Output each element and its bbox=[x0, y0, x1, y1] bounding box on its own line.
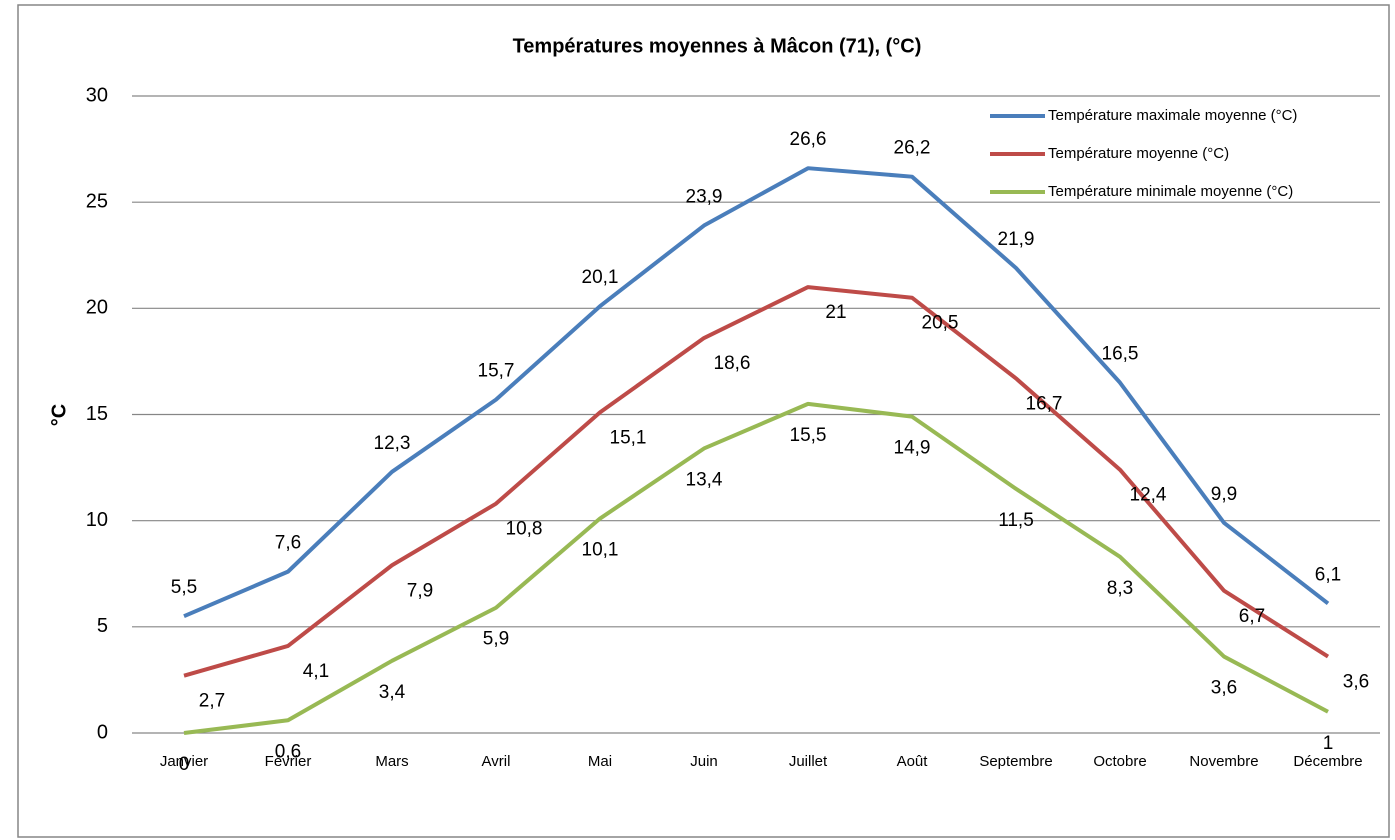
data-label: 15,5 bbox=[790, 425, 827, 446]
data-label: 26,2 bbox=[894, 138, 931, 159]
data-label: 15,1 bbox=[610, 427, 647, 448]
data-label: 3,6 bbox=[1343, 672, 1369, 693]
data-label: 16,5 bbox=[1102, 344, 1139, 365]
x-tick-label: Septembre bbox=[979, 753, 1052, 770]
data-label: 13,4 bbox=[686, 469, 723, 490]
data-label: 21 bbox=[825, 302, 846, 323]
data-label: 20,5 bbox=[922, 313, 959, 334]
x-tick-label: Juillet bbox=[789, 753, 828, 770]
data-label: 5,5 bbox=[171, 577, 197, 598]
x-tick-label: Mai bbox=[588, 753, 612, 770]
data-label: 5,9 bbox=[483, 629, 509, 650]
data-label: 21,9 bbox=[998, 229, 1035, 250]
data-label: 15,7 bbox=[478, 361, 515, 382]
x-tick-label: Novembre bbox=[1189, 753, 1258, 770]
data-label: 18,6 bbox=[714, 353, 751, 374]
data-label: 6,7 bbox=[1239, 606, 1265, 627]
data-label: 16,7 bbox=[1026, 393, 1063, 414]
data-label: 0,6 bbox=[275, 741, 301, 762]
data-label: 7,6 bbox=[275, 533, 301, 554]
legend-label: Température moyenne (°C) bbox=[1048, 145, 1229, 162]
y-axis-label: °C bbox=[48, 404, 70, 426]
y-tick-label: 20 bbox=[86, 297, 108, 319]
x-tick-label: Décembre bbox=[1293, 753, 1362, 770]
x-tick-label: Janvier bbox=[160, 753, 208, 770]
data-label: 8,3 bbox=[1107, 578, 1133, 599]
y-tick-label: 30 bbox=[86, 84, 108, 106]
data-label: 6,1 bbox=[1315, 564, 1341, 585]
data-label: 1 bbox=[1323, 733, 1334, 754]
data-label: 11,5 bbox=[998, 510, 1034, 531]
x-tick-label: Août bbox=[897, 753, 929, 770]
series-line bbox=[183, 401, 1329, 735]
y-tick-label: 5 bbox=[97, 615, 108, 637]
series-line bbox=[183, 166, 1330, 619]
x-tick-label: Mars bbox=[375, 753, 408, 770]
x-tick-label: Juin bbox=[690, 753, 718, 770]
data-label: 12,4 bbox=[1130, 485, 1167, 506]
chart-border bbox=[17, 4, 1390, 838]
legend-label: Température minimale moyenne (°C) bbox=[1048, 183, 1293, 200]
data-label: 7,9 bbox=[407, 580, 433, 601]
data-label: 3,6 bbox=[1211, 678, 1237, 699]
x-tick-label: Février bbox=[265, 753, 312, 770]
data-label: 12,3 bbox=[374, 433, 411, 454]
x-tick-label: Octobre bbox=[1093, 753, 1146, 770]
data-label: 20,1 bbox=[582, 267, 619, 288]
y-tick-label: 10 bbox=[86, 509, 108, 531]
y-tick-label: 15 bbox=[86, 403, 108, 425]
data-label: 10,1 bbox=[582, 540, 619, 561]
data-label: 9,9 bbox=[1211, 484, 1237, 505]
data-label: 26,6 bbox=[790, 129, 827, 150]
x-tick-label: Avril bbox=[482, 753, 511, 770]
data-label: 2,7 bbox=[199, 691, 225, 712]
series-line bbox=[183, 285, 1330, 678]
y-tick-label: 0 bbox=[97, 721, 108, 743]
data-label: 4,1 bbox=[303, 661, 329, 682]
data-label: 14,9 bbox=[894, 438, 931, 459]
data-label: 3,4 bbox=[379, 682, 406, 703]
data-label: 23,9 bbox=[686, 187, 723, 208]
data-label: 0 bbox=[179, 754, 190, 775]
legend-label: Température maximale moyenne (°C) bbox=[1048, 107, 1297, 124]
chart-title: Températures moyennes à Mâcon (71), (°C) bbox=[513, 35, 922, 57]
data-label: 10,8 bbox=[506, 519, 543, 540]
y-tick-label: 25 bbox=[86, 190, 108, 212]
